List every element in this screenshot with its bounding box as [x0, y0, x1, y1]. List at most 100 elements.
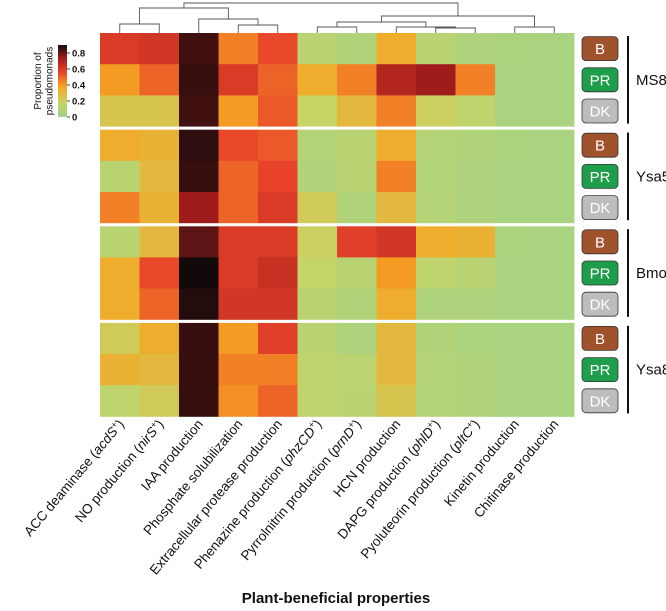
- column-labels: ACC deaminase (acdS+)NO production (nirS…: [21, 417, 562, 578]
- cell-MS8-PR-8: [416, 64, 456, 96]
- dendrogram-link: [316, 26, 358, 33]
- cell-Ysa8-B-7: [376, 322, 417, 355]
- cell-Ysa8-DK-1: [139, 385, 180, 417]
- cell-MS8-PR-0: [100, 64, 140, 96]
- dendrogram-link: [237, 24, 279, 33]
- cell-MS8-PR-4: [258, 64, 298, 96]
- cell-Ysa5-B-10: [495, 129, 535, 162]
- badge-label: B: [595, 234, 605, 251]
- cell-MS8-DK-6: [337, 95, 377, 127]
- cell-Ysa5-DK-0: [100, 192, 140, 224]
- badge-label: PR: [590, 72, 611, 89]
- group-separator: [100, 319, 574, 323]
- cell-MS8-DK-0: [100, 95, 140, 127]
- cell-Bmo1-B-2: [179, 226, 219, 258]
- cell-Ysa5-DK-9: [455, 192, 496, 224]
- cell-Ysa5-PR-1: [139, 160, 180, 193]
- cell-Ysa5-PR-10: [495, 160, 535, 193]
- cell-Ysa8-PR-5: [297, 354, 338, 386]
- dendrogram-link: [336, 21, 427, 27]
- cell-Bmo1-PR-9: [455, 257, 496, 289]
- dendrogram-link: [139, 7, 229, 24]
- cell-Ysa8-DK-0: [100, 385, 140, 417]
- cell-Ysa8-PR-4: [258, 354, 298, 386]
- cell-Ysa8-PR-7: [376, 354, 417, 386]
- cell-Ysa8-B-0: [100, 322, 140, 355]
- cell-Bmo1-B-0: [100, 226, 140, 258]
- group-separator: [100, 223, 574, 227]
- badge-box: [581, 67, 619, 93]
- cell-Bmo1-PR-6: [337, 257, 377, 289]
- cell-Ysa5-PR-0: [100, 160, 140, 193]
- cell-Ysa5-PR-4: [258, 160, 298, 193]
- badge-box: [581, 260, 619, 286]
- cell-Bmo1-PR-10: [495, 257, 535, 289]
- badge-box: [581, 36, 619, 61]
- cell-Ysa8-DK-9: [455, 385, 496, 417]
- legend-colorbar: [58, 45, 67, 117]
- badge-label: DK: [590, 104, 611, 121]
- cell-Ysa8-B-1: [139, 322, 180, 355]
- badge-box: [581, 195, 619, 221]
- cell-MS8-DK-8: [416, 95, 456, 127]
- badge-label: DK: [590, 200, 611, 217]
- badge-MS8-PR: PR: [581, 67, 619, 93]
- cell-Ysa8-PR-11: [534, 354, 575, 386]
- cell-Bmo1-DK-0: [100, 288, 140, 321]
- cell-MS8-DK-4: [258, 95, 298, 127]
- cell-Ysa8-DK-3: [218, 385, 259, 417]
- badge-Ysa5-DK: DK: [581, 195, 619, 221]
- cell-Ysa8-PR-1: [139, 354, 180, 386]
- cell-Bmo1-DK-1: [139, 288, 180, 321]
- badge-Ysa8-DK: DK: [581, 388, 619, 414]
- badge-Bmo1-B: B: [581, 229, 619, 255]
- cell-Ysa5-DK-8: [416, 192, 456, 224]
- cell-Ysa8-PR-2: [179, 354, 219, 386]
- cell-Ysa5-PR-6: [337, 160, 377, 193]
- cell-MS8-PR-10: [495, 64, 535, 96]
- cell-Bmo1-DK-10: [495, 288, 535, 321]
- group-label-Ysa5: Ysa5: [636, 168, 666, 185]
- cell-MS8-DK-9: [455, 95, 496, 127]
- badge-Ysa5-B: B: [581, 132, 619, 158]
- cell-Ysa5-B-7: [376, 129, 417, 162]
- cell-Ysa8-DK-2: [179, 385, 219, 417]
- badge-box: [581, 325, 619, 351]
- dendrogram-link: [119, 23, 160, 33]
- cell-Ysa5-DK-11: [534, 192, 575, 224]
- cell-Bmo1-PR-1: [139, 257, 180, 289]
- cell-Ysa5-DK-10: [495, 192, 535, 224]
- cell-Ysa5-PR-3: [218, 160, 259, 193]
- cell-Bmo1-B-8: [416, 226, 456, 258]
- badge-label: DK: [590, 297, 611, 314]
- cell-Bmo1-B-7: [376, 226, 417, 258]
- cell-MS8-B-2: [179, 33, 219, 65]
- cell-Bmo1-B-6: [337, 226, 377, 258]
- cell-Bmo1-B-10: [495, 226, 535, 258]
- cell-MS8-B-4: [258, 33, 298, 65]
- cell-MS8-B-8: [416, 33, 456, 65]
- cell-Ysa8-B-2: [179, 322, 219, 355]
- cell-Ysa5-PR-5: [297, 160, 338, 193]
- cell-MS8-DK-10: [495, 95, 535, 127]
- group-label-Ysa8: Ysa8: [636, 362, 666, 379]
- cell-Ysa8-PR-0: [100, 354, 140, 386]
- cell-Bmo1-B-4: [258, 226, 298, 258]
- legend-tick-label: 0.2: [72, 97, 85, 108]
- cell-Ysa8-PR-9: [455, 354, 496, 386]
- badge-label: PR: [590, 266, 611, 283]
- badge-MS8-DK: DK: [581, 98, 619, 124]
- cell-Ysa8-B-11: [534, 322, 575, 355]
- cell-Ysa8-DK-8: [416, 385, 456, 417]
- cell-Ysa5-B-8: [416, 129, 456, 162]
- cell-MS8-PR-6: [337, 64, 377, 96]
- cell-MS8-B-6: [337, 33, 377, 65]
- badge-box: [581, 388, 619, 414]
- column-dendrogram: [119, 2, 555, 33]
- cell-MS8-PR-11: [534, 64, 575, 96]
- group-label-MS8: MS8: [636, 72, 666, 89]
- cell-Ysa5-DK-4: [258, 192, 298, 224]
- badge-box: [581, 229, 619, 255]
- column-label-10: Kinetin production: [441, 417, 522, 509]
- cell-Ysa5-PR-8: [416, 160, 456, 193]
